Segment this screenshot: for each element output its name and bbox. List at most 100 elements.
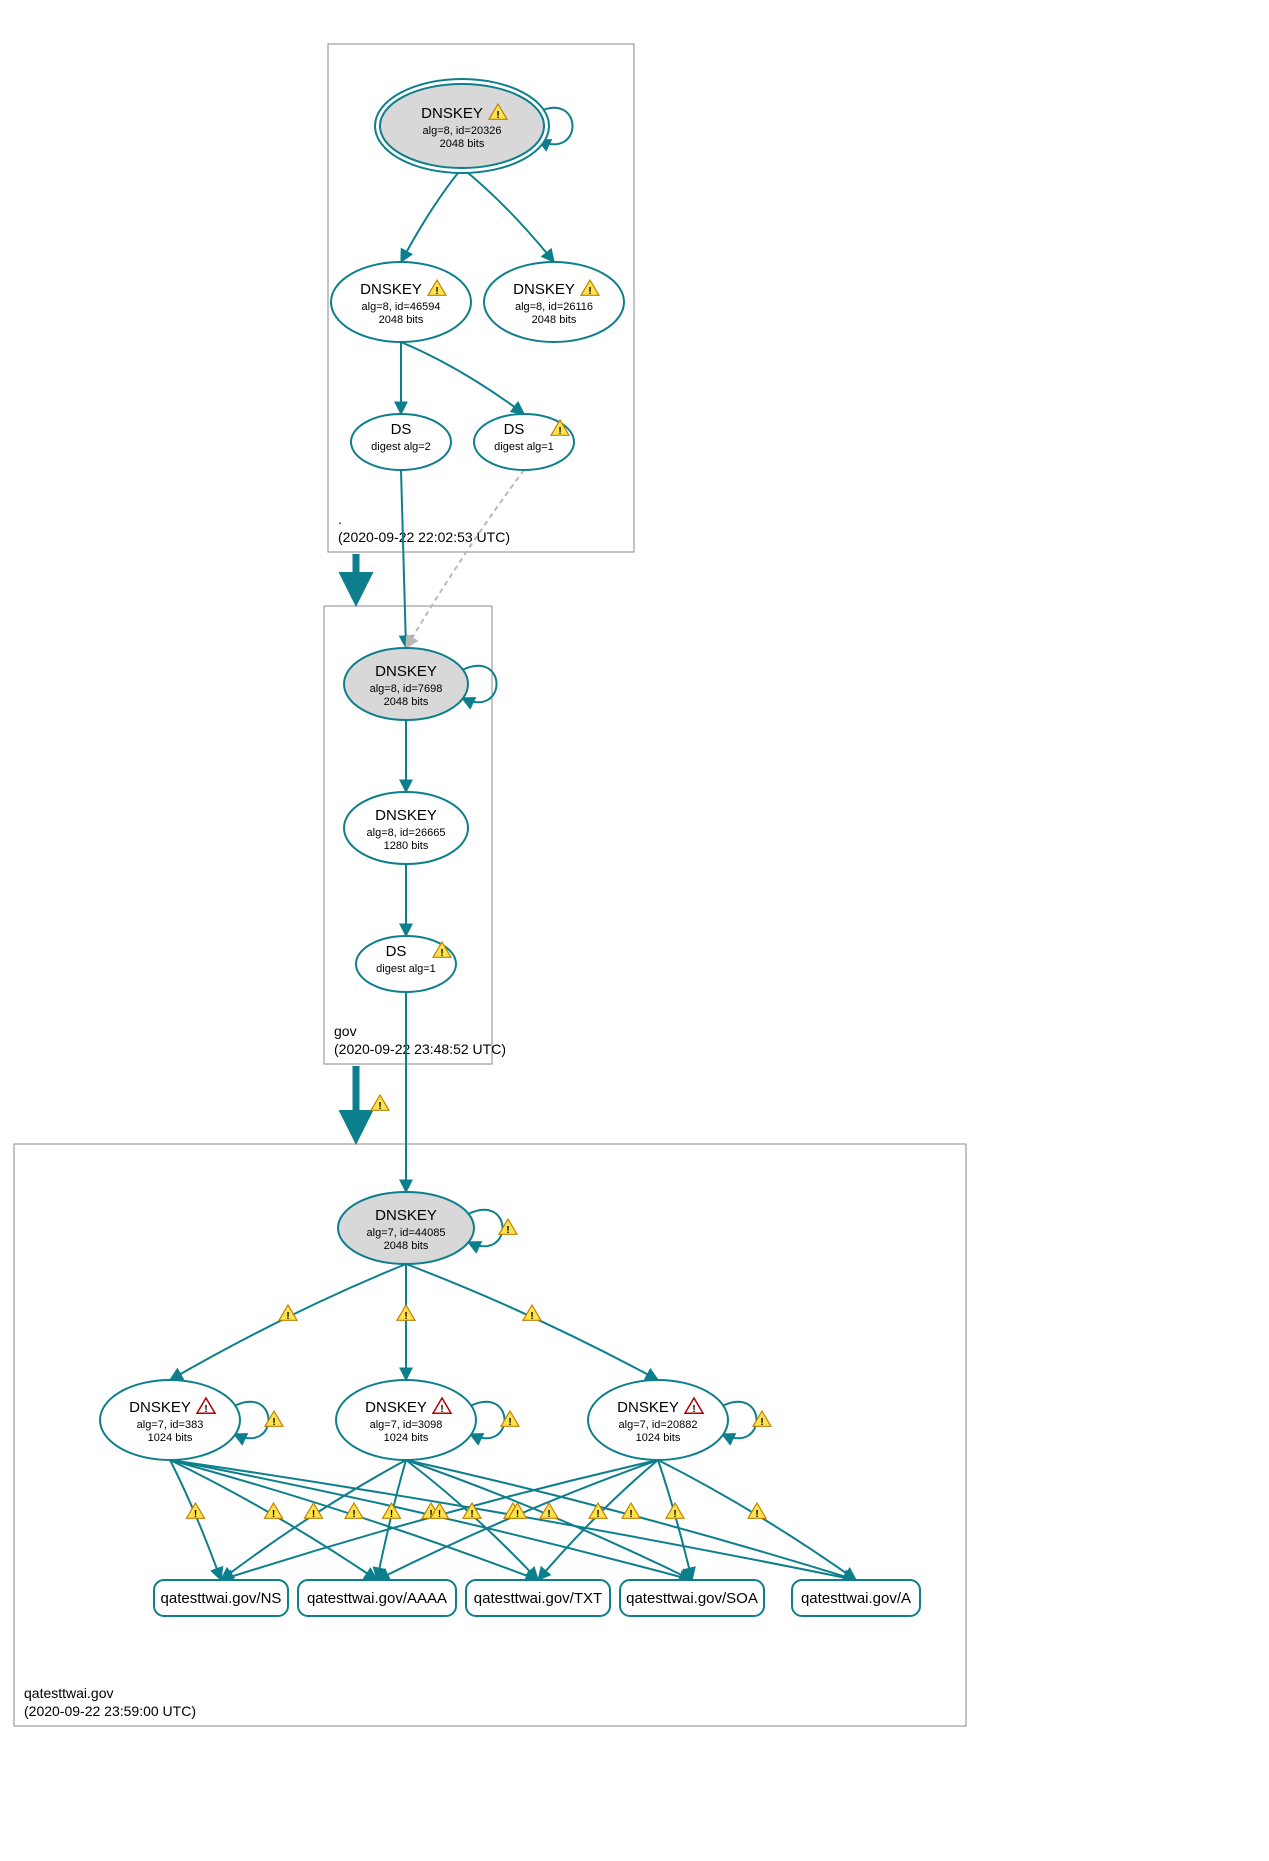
node-title: DS [386, 943, 407, 960]
node-qa-zsk2[interactable]: DNSKEY! alg=7, id=30981024 bits [336, 1380, 476, 1460]
node-detail: digest alg=2 [371, 441, 431, 453]
node-rr-txt[interactable]: qatesttwai.gov/TXT [466, 1580, 610, 1616]
svg-text:!: ! [547, 1509, 550, 1520]
node-root-ds2[interactable]: DS!digest alg=1 [474, 414, 574, 470]
node-qa-ksk[interactable]: DNSKEY alg=7, id=440852048 bits [338, 1192, 474, 1264]
node-detail: 1024 bits [384, 1432, 429, 1444]
node-detail: 2048 bits [384, 1240, 429, 1252]
edge [462, 168, 554, 262]
node-root-ds1[interactable]: DS digest alg=2 [351, 414, 451, 470]
svg-text:!: ! [558, 426, 561, 437]
svg-text:!: ! [272, 1509, 275, 1520]
svg-text:!: ! [435, 286, 438, 297]
svg-text:!: ! [588, 286, 591, 297]
node-detail: digest alg=1 [376, 963, 436, 975]
svg-text:!: ! [272, 1417, 275, 1428]
svg-text:!: ! [440, 948, 443, 959]
svg-text:!: ! [404, 1311, 407, 1322]
node-detail: alg=7, id=383 [137, 1419, 204, 1431]
node-title: DS [504, 421, 525, 438]
node-detail: alg=8, id=26665 [367, 827, 446, 839]
edge [170, 1460, 692, 1580]
zone-timestamp: (2020-09-22 23:48:52 UTC) [334, 1041, 506, 1057]
edge [170, 1460, 377, 1580]
edge [170, 1460, 221, 1580]
svg-text:!: ! [760, 1417, 763, 1428]
svg-text:!: ! [440, 1404, 443, 1415]
node-title: DNSKEY [375, 1207, 437, 1224]
node-detail: 2048 bits [440, 138, 485, 150]
node-title: DNSKEY [375, 807, 437, 824]
node-rr-aaaa[interactable]: qatesttwai.gov/AAAA [298, 1580, 456, 1616]
node-detail: alg=8, id=26116 [515, 301, 593, 313]
node-title: DNSKEY [360, 281, 422, 298]
edge [401, 342, 524, 414]
svg-text:!: ! [438, 1509, 441, 1520]
node-detail: 2048 bits [379, 314, 424, 326]
node-title: DNSKEY [129, 1399, 191, 1416]
node-detail: 1280 bits [384, 840, 429, 852]
edge [406, 1460, 856, 1580]
edge [170, 1460, 856, 1580]
edge [401, 470, 406, 648]
svg-text:!: ! [352, 1509, 355, 1520]
node-detail: 1024 bits [148, 1432, 193, 1444]
node-detail: alg=7, id=3098 [370, 1419, 443, 1431]
svg-text:!: ! [596, 1509, 599, 1520]
zone-title: . [338, 511, 342, 527]
node-qa-zsk1[interactable]: DNSKEY!alg=7, id=3831024 bits [100, 1380, 240, 1460]
zone-timestamp: (2020-09-22 22:02:53 UTC) [338, 529, 510, 545]
node-detail: alg=7, id=20882 [619, 1419, 698, 1431]
zone-title: gov [334, 1023, 357, 1039]
node-gov-zsk[interactable]: DNSKEY alg=8, id=266651280 bits [344, 792, 468, 864]
zone-title: qatesttwai.gov [24, 1685, 114, 1701]
svg-text:!: ! [508, 1417, 511, 1428]
svg-text:!: ! [312, 1509, 315, 1520]
node-title: qatesttwai.gov/SOA [626, 1590, 758, 1607]
node-title: qatesttwai.gov/TXT [474, 1590, 602, 1607]
node-detail: 2048 bits [384, 696, 429, 708]
svg-text:!: ! [530, 1311, 533, 1322]
node-title: DNSKEY [513, 281, 575, 298]
svg-text:!: ! [516, 1509, 519, 1520]
node-title: DNSKEY [617, 1399, 679, 1416]
edge [377, 1460, 406, 1580]
node-title: qatesttwai.gov/A [801, 1590, 911, 1607]
node-gov-ds[interactable]: DS! digest alg=1 [356, 936, 456, 992]
edge [406, 470, 524, 648]
node-detail: alg=8, id=20326 [423, 125, 502, 137]
node-title: DS [391, 421, 412, 438]
node-rr-ns[interactable]: qatesttwai.gov/NS [154, 1580, 288, 1616]
node-detail: alg=8, id=46594 [362, 301, 441, 313]
svg-text:!: ! [204, 1404, 207, 1415]
svg-text:!: ! [673, 1509, 676, 1520]
edge [170, 1264, 406, 1380]
svg-text:!: ! [629, 1509, 632, 1520]
node-root-ksk[interactable]: DNSKEY!alg=8, id=203262048 bits [375, 79, 549, 173]
node-title: qatesttwai.gov/AAAA [307, 1590, 447, 1607]
edge [406, 1264, 658, 1380]
zone-timestamp: (2020-09-22 23:59:00 UTC) [24, 1703, 196, 1719]
node-title: DNSKEY [375, 663, 437, 680]
node-title: DNSKEY [365, 1399, 427, 1416]
node-gov-ksk[interactable]: DNSKEY alg=8, id=76982048 bits [344, 648, 468, 720]
edge [221, 1460, 406, 1580]
edge [401, 168, 462, 262]
node-detail: 2048 bits [532, 314, 577, 326]
edge [538, 1460, 658, 1580]
svg-text:!: ! [755, 1509, 758, 1520]
svg-text:!: ! [390, 1509, 393, 1520]
node-detail: alg=7, id=44085 [367, 1227, 446, 1239]
node-qa-zsk3[interactable]: DNSKEY! alg=7, id=208821024 bits [588, 1380, 728, 1460]
node-detail: 1024 bits [636, 1432, 681, 1444]
node-detail: alg=8, id=7698 [370, 683, 443, 695]
node-rr-soa[interactable]: qatesttwai.gov/SOA [620, 1580, 764, 1616]
node-title: DNSKEY [421, 105, 483, 122]
svg-text:!: ! [692, 1404, 695, 1415]
node-root-zsk1[interactable]: DNSKEY! alg=8, id=465942048 bits [331, 262, 471, 342]
dnssec-diagram: . (2020-09-22 22:02:53 UTC) gov (2020-09-22… [0, 0, 1269, 1861]
node-rr-a[interactable]: qatesttwai.gov/A [792, 1580, 920, 1616]
node-root-zsk2[interactable]: DNSKEY! alg=8, id=261162048 bits [484, 262, 624, 342]
svg-text:!: ! [286, 1311, 289, 1322]
svg-text:!: ! [194, 1509, 197, 1520]
